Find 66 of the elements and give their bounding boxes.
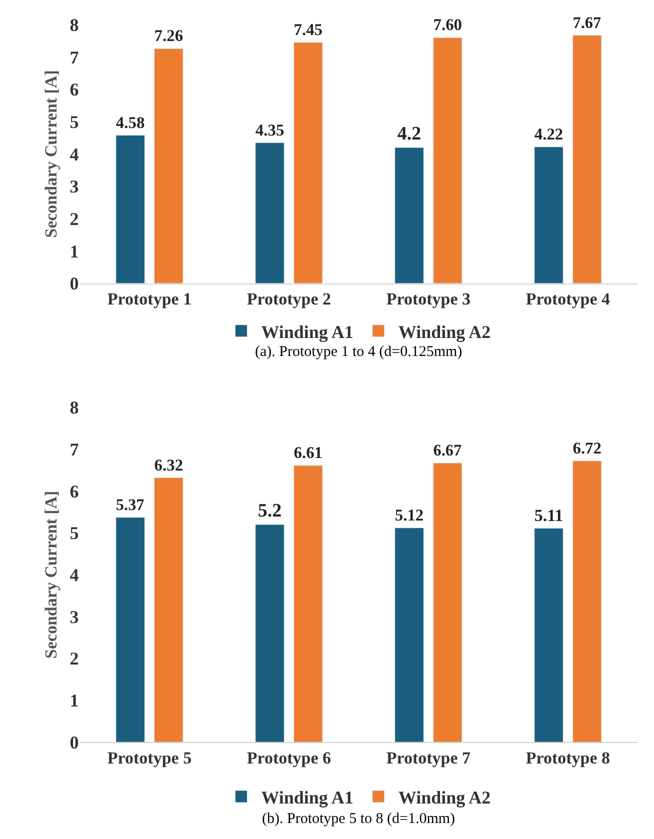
text: (b). Prototype 5 to 8 (d=1.0mm) bbox=[262, 811, 456, 827]
data-label: 6.72 bbox=[572, 438, 602, 458]
x-tick-label: Prototype 3 bbox=[386, 290, 471, 309]
data-label: 7.60 bbox=[433, 15, 462, 34]
text: (a). Prototype 1 to 4 (d=0.125mm) bbox=[255, 344, 462, 360]
x-tick-label: Prototype 8 bbox=[526, 748, 610, 768]
bar bbox=[394, 528, 424, 742]
y-tick-label: 8 bbox=[70, 14, 79, 35]
y-tick-label: 2 bbox=[70, 648, 79, 669]
legend-label: Winding A2 bbox=[398, 788, 491, 808]
legend-label: Winding A1 bbox=[261, 788, 354, 808]
data-label: 7.45 bbox=[294, 20, 323, 40]
y-axis-title: Secondary Current [A] bbox=[41, 70, 60, 238]
data-label: 4.2 bbox=[397, 124, 422, 145]
y-tick-label: 4 bbox=[70, 144, 79, 164]
data-label: 4.35 bbox=[255, 120, 284, 140]
y-tick-label: 1 bbox=[70, 690, 79, 711]
x-tick-label: Prototype 4 bbox=[526, 290, 611, 309]
y-tick-label: 0 bbox=[70, 732, 79, 752]
y-tick-label: 5 bbox=[70, 523, 79, 544]
data-label: 5.37 bbox=[116, 496, 144, 514]
y-tick-label: 3 bbox=[70, 606, 79, 627]
bar bbox=[255, 524, 284, 742]
data-label: 6.32 bbox=[154, 455, 184, 474]
bar bbox=[572, 35, 602, 284]
x-tick-label: Prototype 7 bbox=[386, 748, 472, 768]
y-tick-label: 6 bbox=[70, 481, 79, 502]
y-tick-label: 8 bbox=[70, 398, 79, 418]
bar bbox=[116, 517, 145, 742]
y-tick-label: 7 bbox=[70, 439, 79, 460]
bar bbox=[432, 462, 462, 742]
x-tick-label: Prototype 1 bbox=[107, 290, 192, 309]
bar bbox=[255, 142, 284, 284]
bar bbox=[394, 147, 424, 284]
data-label: 7.26 bbox=[154, 26, 184, 46]
bar bbox=[572, 460, 602, 742]
x-tick-label: Prototype 2 bbox=[246, 290, 332, 309]
legend-label: Winding A2 bbox=[398, 322, 491, 342]
y-tick-label: 2 bbox=[70, 208, 79, 229]
data-label: 5.12 bbox=[394, 506, 424, 525]
y-tick-label: 0 bbox=[70, 274, 79, 294]
data-label: 5.2 bbox=[258, 500, 282, 522]
data-label: 7.67 bbox=[572, 14, 602, 32]
data-label: 5.11 bbox=[534, 506, 564, 525]
y-tick-label: 5 bbox=[70, 112, 79, 132]
bar bbox=[154, 48, 184, 284]
legend-label: Winding A1 bbox=[261, 322, 354, 342]
bar bbox=[116, 134, 145, 284]
data-label: 6.61 bbox=[294, 443, 323, 462]
bar bbox=[432, 37, 462, 284]
bar bbox=[534, 528, 564, 742]
bar bbox=[154, 477, 184, 742]
y-tick-label: 3 bbox=[70, 176, 79, 197]
y-tick-label: 4 bbox=[70, 565, 79, 586]
y-tick-label: 1 bbox=[70, 241, 79, 262]
bar bbox=[294, 465, 323, 742]
x-tick-label: Prototype 6 bbox=[246, 748, 332, 768]
x-tick-label: Prototype 5 bbox=[107, 748, 192, 768]
y-axis-title: Secondary Current [A] bbox=[41, 490, 60, 659]
data-label: 4.58 bbox=[116, 112, 145, 132]
data-label: 6.67 bbox=[433, 442, 462, 460]
bar bbox=[534, 146, 564, 284]
bar bbox=[294, 42, 323, 284]
y-tick-label: 7 bbox=[70, 47, 79, 68]
y-tick-label: 6 bbox=[70, 80, 79, 100]
data-label: 4.22 bbox=[534, 124, 564, 144]
